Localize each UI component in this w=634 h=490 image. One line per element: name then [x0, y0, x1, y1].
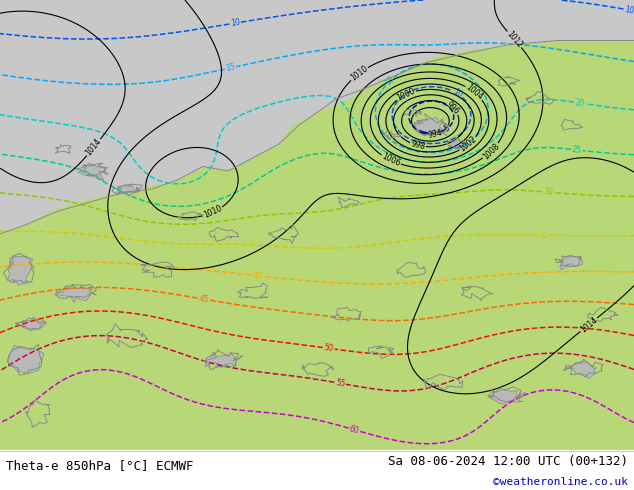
Polygon shape: [15, 317, 46, 331]
Text: 998: 998: [410, 139, 426, 151]
Polygon shape: [448, 140, 469, 149]
Text: 15: 15: [224, 63, 236, 74]
Text: 1006: 1006: [380, 152, 401, 169]
Text: 10: 10: [230, 18, 241, 28]
Polygon shape: [78, 163, 108, 181]
Polygon shape: [0, 0, 634, 450]
Polygon shape: [565, 361, 597, 379]
Polygon shape: [117, 184, 138, 194]
Text: 15: 15: [383, 74, 396, 88]
Polygon shape: [8, 345, 44, 374]
Text: Theta-e 850hPa [°C] ECMWF: Theta-e 850hPa [°C] ECMWF: [6, 459, 194, 471]
Text: 10: 10: [624, 5, 634, 15]
Polygon shape: [489, 389, 523, 404]
Polygon shape: [0, 0, 634, 234]
Polygon shape: [205, 352, 236, 368]
Text: 1014: 1014: [84, 137, 103, 158]
Text: 10: 10: [451, 88, 464, 100]
Polygon shape: [8, 256, 33, 285]
Text: 35: 35: [538, 231, 548, 240]
Text: 5: 5: [443, 123, 451, 134]
Text: 1010: 1010: [349, 64, 370, 83]
Text: 996: 996: [444, 100, 462, 117]
Text: 20: 20: [574, 98, 585, 108]
Text: 1004: 1004: [464, 83, 485, 102]
Text: 60: 60: [349, 424, 360, 436]
Text: 25: 25: [572, 145, 582, 155]
Polygon shape: [560, 256, 583, 270]
Text: 1012: 1012: [505, 29, 524, 49]
Polygon shape: [56, 285, 93, 302]
Text: 994: 994: [427, 128, 443, 140]
Text: 55: 55: [335, 378, 346, 389]
Polygon shape: [413, 118, 447, 136]
Text: 40: 40: [252, 270, 262, 281]
Text: 1008: 1008: [481, 141, 501, 161]
Text: 30: 30: [543, 187, 553, 197]
Text: 50: 50: [323, 343, 334, 353]
Text: 45: 45: [198, 294, 209, 304]
Text: 1014: 1014: [578, 315, 599, 334]
Text: 1010: 1010: [202, 204, 224, 220]
Text: Sa 08-06-2024 12:00 UTC (00+132): Sa 08-06-2024 12:00 UTC (00+132): [387, 455, 628, 468]
Text: 1000: 1000: [395, 86, 417, 103]
Text: 1002: 1002: [458, 135, 479, 154]
Text: ©weatheronline.co.uk: ©weatheronline.co.uk: [493, 477, 628, 487]
